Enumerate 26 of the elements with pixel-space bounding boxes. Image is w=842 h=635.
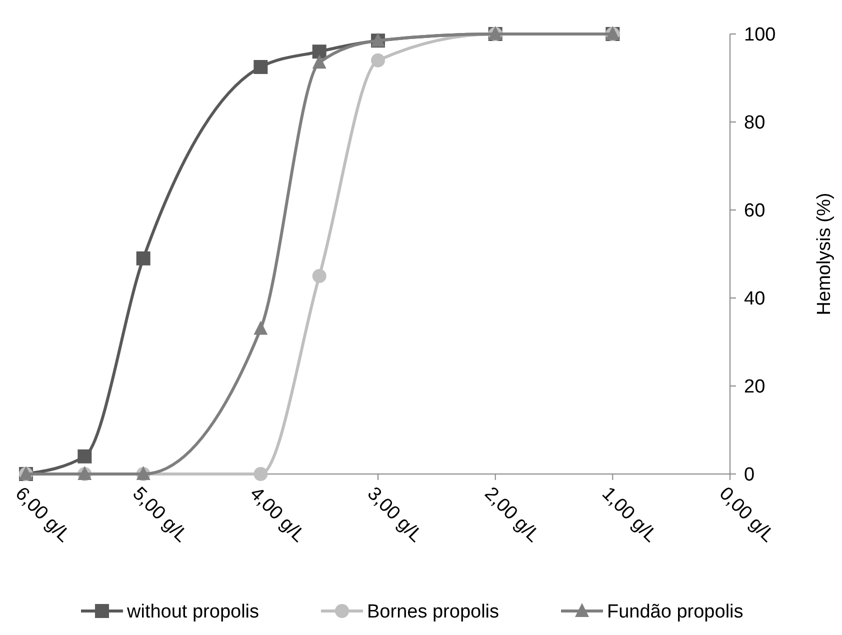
y-tick-label: 40 xyxy=(744,288,766,310)
point xyxy=(371,53,385,68)
point xyxy=(254,320,268,335)
y-tick-label: 0 xyxy=(744,464,755,486)
legend-label: without propolis xyxy=(126,602,260,623)
x-tick-label: 5,00 g/L xyxy=(128,483,192,547)
x-tick-label: 4,00 g/L xyxy=(246,483,309,547)
point xyxy=(312,269,326,283)
y-axis-title: Hemolysis (%) xyxy=(814,192,835,316)
x-tick-label: 3,00 g/L xyxy=(362,483,426,547)
legend-label: Bornes propolis xyxy=(367,602,500,623)
x-tick-label: 1,00 g/L xyxy=(598,483,661,547)
point xyxy=(312,44,326,59)
legend-label: Fundão propolis xyxy=(607,602,744,623)
y-tick-label: 60 xyxy=(744,200,766,222)
point xyxy=(254,467,268,481)
y-tick-label: 80 xyxy=(744,112,766,134)
x-tick-label: 2,00 g/L xyxy=(480,483,544,547)
point xyxy=(254,60,268,74)
y-tick-label: 20 xyxy=(744,376,766,398)
point xyxy=(136,251,150,266)
x-tick-label: 0,00 g/L xyxy=(714,483,778,547)
y-tick-label: 100 xyxy=(744,24,776,46)
x-tick-label: 6,00 g/L xyxy=(10,483,74,547)
point xyxy=(312,54,326,69)
point xyxy=(78,449,92,464)
